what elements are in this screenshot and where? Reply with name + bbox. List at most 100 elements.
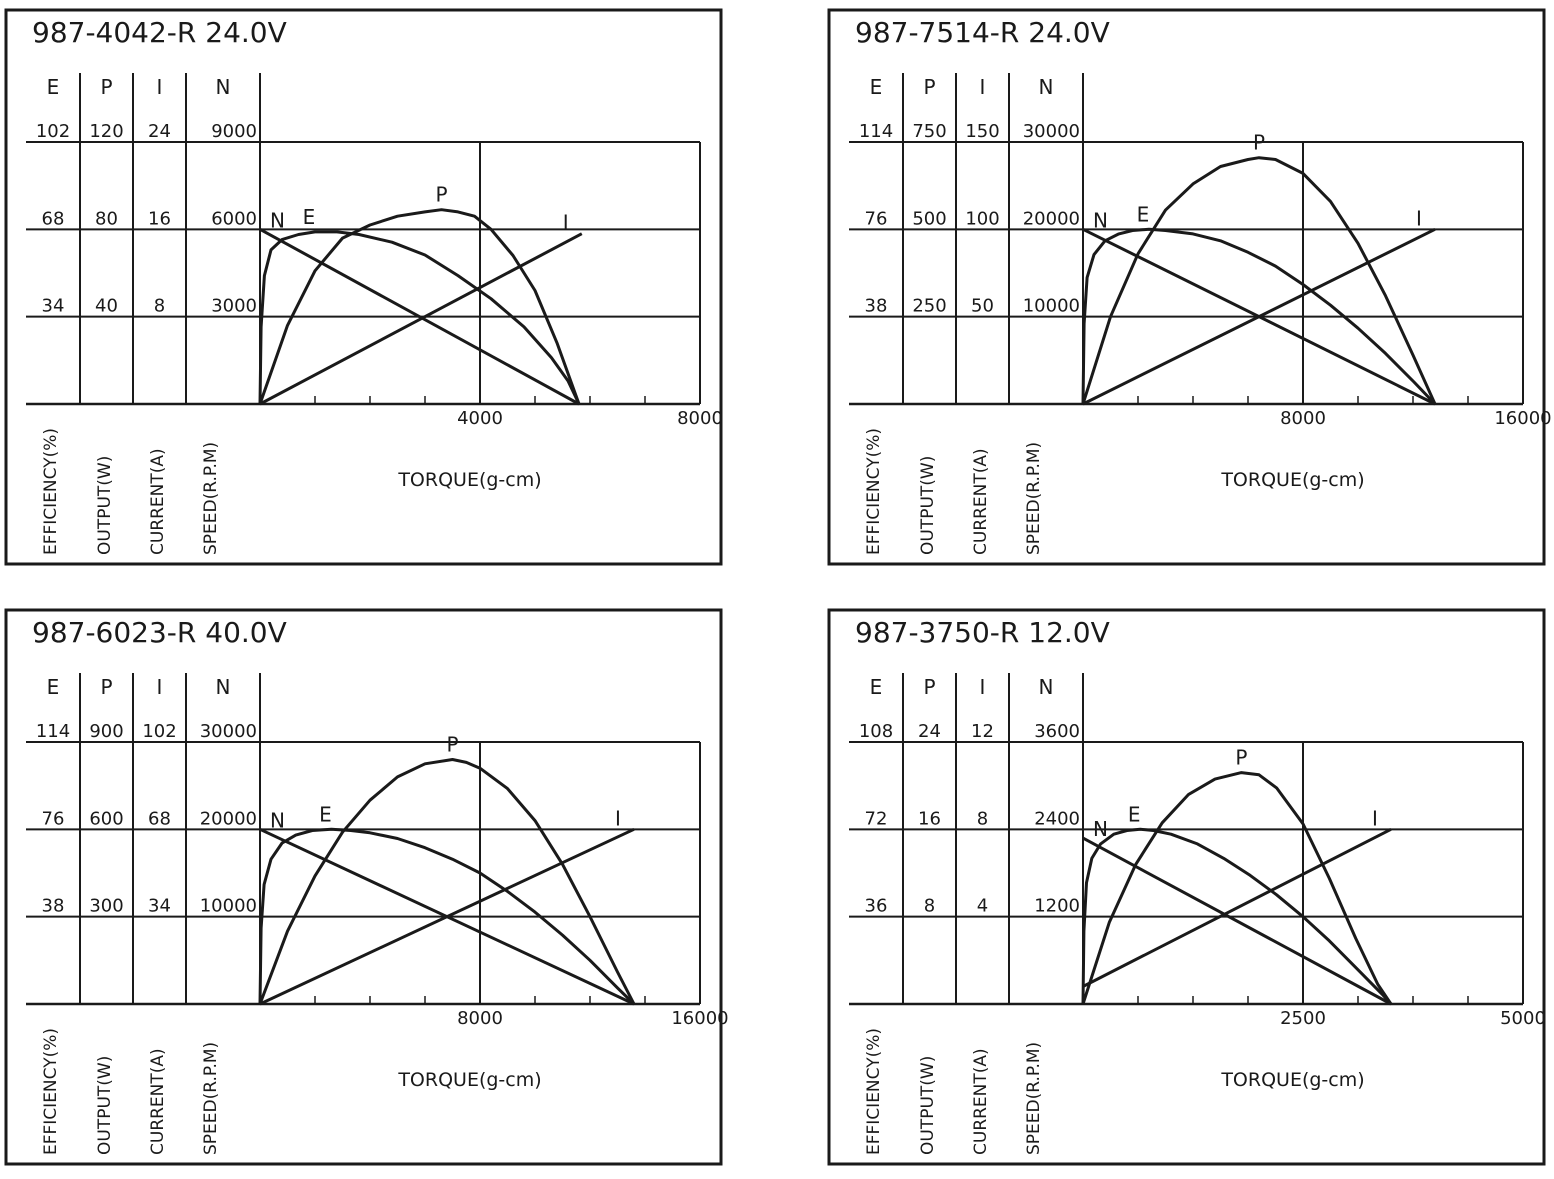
series-i-label: I [1416,206,1422,230]
axis-label-e: EFFICIENCY(%) [41,1028,61,1155]
axis-tick-n: 3000 [211,296,257,317]
series-p-curve [1081,771,1393,1005]
chart-title: 987-7514-R 24.0V [855,16,1110,49]
x-tick-label: 4000 [457,408,503,429]
axis-tick-p: 500 [912,208,946,229]
chart-title: 987-3750-R 12.0V [855,616,1110,649]
axis-tick-e: 38 [865,296,888,317]
axis-letter-e: E [870,675,883,699]
panel-frame [4,608,723,1166]
axis-label-e: EFFICIENCY(%) [864,428,884,555]
series-i-label: I [615,806,621,830]
series-p-label: P [1253,131,1265,155]
series-e-label: E [1128,802,1141,826]
axis-tick-p: 900 [89,721,123,742]
axis-tick-n: 10000 [200,896,257,917]
x-axis-label: TORQUE(g-cm) [1220,1069,1364,1091]
x-tick-label: 2500 [1280,1008,1326,1029]
axis-tick-i: 4 [977,896,988,917]
chart-panel-4: 987-3750-R 12.0V 2500 5000 E 108 72 36 EFFICIEN… [827,608,1546,1166]
series-p-curve [258,758,636,1005]
axis-letter-i: I [157,675,163,699]
axis-tick-i: 12 [971,721,994,742]
axis-label-i: CURRENT(A) [971,448,991,555]
axis-tick-p: 750 [912,121,946,142]
axis-label-n: SPEED(R.P.M) [1024,442,1044,555]
axis-tick-p: 24 [918,721,941,742]
axis-tick-i: 16 [148,208,171,229]
series-e-curve [258,230,581,405]
axis-tick-e: 68 [42,208,65,229]
axis-label-n: SPEED(R.P.M) [1024,1042,1044,1155]
axis-label-p: OUTPUT(W) [918,456,938,555]
axis-tick-i: 102 [142,721,176,742]
axis-tick-e: 102 [36,121,70,142]
series-p-label: P [1235,746,1247,770]
series-e-curve [1081,227,1437,406]
axis-tick-i: 8 [154,296,165,317]
axis-tick-p: 80 [95,208,118,229]
axis-tick-i: 24 [148,121,171,142]
axis-letter-p: P [923,75,935,99]
axis-tick-p: 300 [89,896,123,917]
axis-tick-e: 72 [865,808,888,829]
axis-tick-e: 108 [859,721,893,742]
axis-tick-e: 114 [859,121,893,142]
series-p-curve [1081,156,1437,405]
series-n-curve [259,227,580,406]
axis-label-p: OUTPUT(W) [918,1056,938,1155]
series-n-curve [1082,836,1392,1006]
axis-tick-p: 120 [89,121,123,142]
series-i-curve [1082,827,1392,988]
axis-letter-p: P [100,675,112,699]
axis-tick-n: 10000 [1023,296,1080,317]
axis-tick-e: 76 [42,808,65,829]
chart-title: 987-6023-R 40.0V [32,616,287,649]
axis-letter-i: I [157,75,163,99]
axis-letter-e: E [47,75,60,99]
series-n-label: N [1093,208,1108,232]
axis-label-e: EFFICIENCY(%) [864,1028,884,1155]
axis-tick-n: 30000 [200,721,257,742]
axis-tick-p: 16 [918,808,941,829]
series-i-label: I [563,211,569,235]
axis-tick-e: 38 [42,896,65,917]
axis-tick-n: 6000 [211,208,257,229]
axis-tick-i: 68 [148,808,171,829]
axis-tick-n: 30000 [1023,121,1080,142]
series-e-label: E [319,802,332,826]
axis-tick-n: 3600 [1034,721,1080,742]
series-e-label: E [1137,202,1150,226]
series-p-curve [258,208,581,405]
x-tick-label: 5000 [1500,1008,1546,1029]
series-i-curve [259,232,583,406]
series-e-curve [1081,827,1393,1006]
series-i-label: I [1372,806,1378,830]
axis-letter-n: N [1039,675,1054,699]
series-n-label: N [270,208,285,232]
axis-tick-p: 8 [924,896,935,917]
axis-tick-e: 36 [865,896,888,917]
axis-tick-n: 20000 [1023,208,1080,229]
axis-tick-p: 250 [912,296,946,317]
axis-tick-n: 1200 [1034,896,1080,917]
chart-panel-2: 987-7514-R 24.0V 8000 16000 E 114 76 38 EFFICIE… [827,8,1552,566]
series-e-curve [258,827,636,1006]
axis-letter-i: I [980,675,986,699]
x-tick-label: 8000 [677,408,723,429]
series-i-curve [259,827,635,1006]
panel-frame [827,608,1546,1166]
x-axis-label: TORQUE(g-cm) [397,469,541,491]
axis-tick-i: 150 [965,121,999,142]
axis-tick-n: 2400 [1034,808,1080,829]
axis-label-n: SPEED(R.P.M) [201,442,221,555]
axis-tick-n: 20000 [200,808,257,829]
series-e-label: E [303,205,316,229]
axis-label-e: EFFICIENCY(%) [41,428,61,555]
chart-panel-3: 987-6023-R 40.0V 8000 16000 E 114 76 38 EFFICIE… [4,608,729,1166]
axis-tick-e: 34 [42,296,65,317]
axis-letter-n: N [216,675,231,699]
axis-letter-p: P [100,75,112,99]
x-tick-label: 16000 [671,1008,728,1029]
